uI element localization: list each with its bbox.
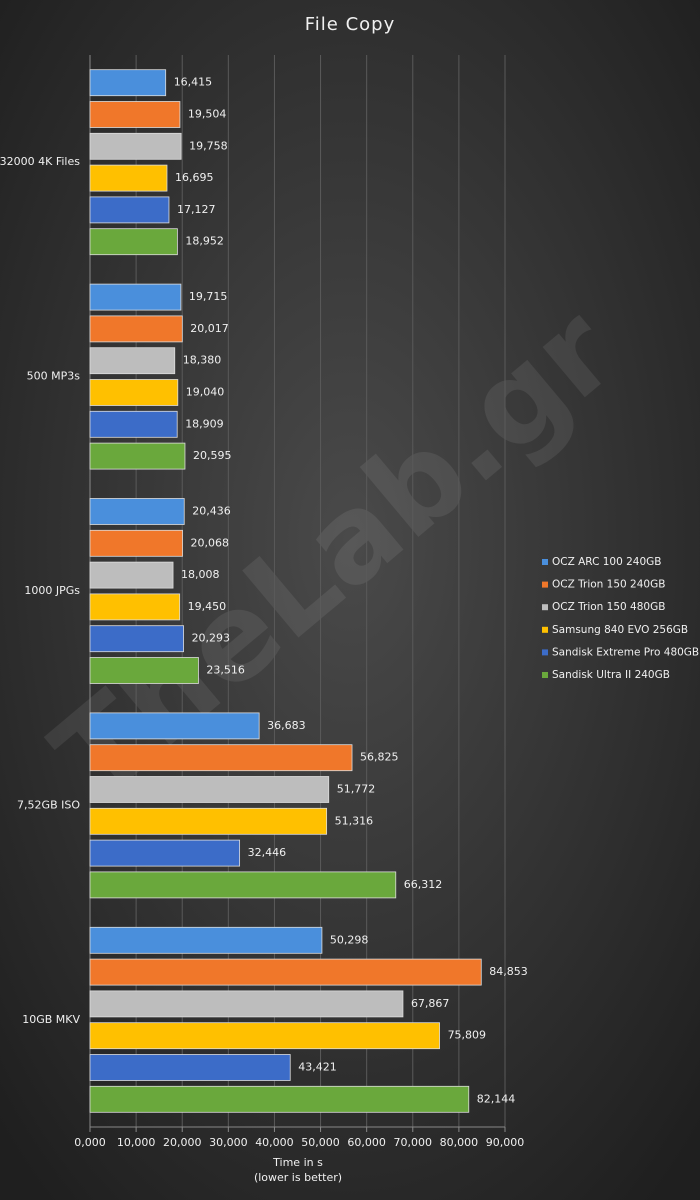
value-label: 51,772: [337, 783, 376, 796]
bar: [89, 498, 185, 525]
legend-swatch: [542, 559, 548, 565]
bar: [89, 744, 353, 772]
bar: [89, 1054, 291, 1081]
x-tick-label: 10,000: [117, 1136, 156, 1149]
value-label: 18,952: [185, 235, 224, 248]
x-tick-label: 20,000: [163, 1136, 202, 1149]
bar: [89, 926, 323, 954]
legend-label: Sandisk Extreme Pro 480GB: [552, 646, 699, 658]
bar: [89, 347, 176, 375]
x-tick-label: 50,000: [301, 1136, 340, 1149]
value-label: 23,516: [206, 664, 245, 677]
value-label: 84,853: [489, 965, 528, 978]
bar: [89, 283, 182, 311]
legend-swatch: [542, 581, 548, 588]
legend-swatch: [542, 672, 548, 678]
bar: [89, 228, 178, 256]
y-tick-label: 1000 JPGs: [24, 584, 80, 597]
bar: [89, 1022, 440, 1050]
value-label: 19,450: [188, 600, 227, 613]
value-label: 82,144: [477, 1092, 516, 1105]
value-label: 66,312: [404, 878, 443, 891]
value-label: 19,504: [188, 108, 227, 121]
legend-label: OCZ Trion 150 480GB: [552, 601, 665, 613]
bar: [89, 625, 184, 653]
value-label: 19,040: [186, 386, 225, 399]
y-tick-label: 32000 4K Files: [0, 155, 80, 168]
value-label: 20,293: [192, 632, 231, 645]
value-label: 67,867: [411, 997, 450, 1010]
value-label: 43,421: [298, 1061, 337, 1074]
bar: [89, 164, 168, 192]
bar: [89, 529, 183, 557]
x-tick-label: 30,000: [209, 1136, 248, 1149]
value-label: 17,127: [177, 203, 216, 216]
bar: [89, 712, 260, 740]
legend-label: OCZ Trion 150 240GB: [552, 579, 665, 591]
value-label: 20,068: [191, 536, 230, 549]
value-label: 18,909: [185, 417, 224, 430]
bar: [89, 101, 181, 128]
bar: [89, 776, 330, 803]
legend-swatch: [542, 604, 548, 611]
value-label: 36,683: [267, 719, 306, 732]
bar: [89, 593, 181, 621]
bar: [89, 315, 183, 343]
legend-label: Sandisk Ultra II 240GB: [552, 669, 670, 681]
bar: [89, 379, 179, 406]
legend-label: Samsung 840 EVO 256GB: [552, 624, 688, 636]
bar: [89, 807, 328, 835]
chart-title: File Copy: [305, 14, 396, 35]
x-tick-label: 60,000: [347, 1136, 386, 1149]
value-label: 20,436: [192, 505, 231, 518]
bar: [89, 561, 174, 589]
bar: [89, 69, 167, 97]
value-label: 56,825: [360, 751, 399, 764]
y-tick-label: 500 MP3s: [27, 370, 81, 383]
value-label: 50,298: [330, 933, 369, 946]
x-axis-title: (lower is better): [254, 1171, 342, 1184]
value-label: 19,715: [189, 290, 228, 303]
x-axis-title: Time in s: [272, 1156, 323, 1169]
value-label: 20,595: [193, 449, 232, 462]
legend-swatch: [542, 626, 548, 633]
y-tick-label: 10GB MKV: [22, 1013, 80, 1026]
bar: [89, 958, 482, 986]
bar: [89, 132, 182, 160]
value-label: 16,415: [174, 76, 213, 89]
bar: [89, 990, 404, 1018]
value-label: 20,017: [190, 322, 229, 335]
bar: [89, 871, 397, 899]
value-label: 18,380: [183, 354, 222, 367]
value-label: 75,809: [448, 1029, 487, 1042]
value-label: 16,695: [175, 171, 214, 184]
x-tick-label: 40,000: [255, 1136, 294, 1149]
value-label: 51,316: [335, 814, 374, 827]
legend-label: OCZ ARC 100 240GB: [552, 556, 662, 568]
bar: [89, 410, 178, 438]
legend-swatch: [542, 649, 548, 656]
bar: [89, 196, 170, 224]
y-tick-label: 7,52GB ISO: [17, 798, 80, 811]
x-tick-label: 0,000: [74, 1136, 106, 1149]
value-label: 32,446: [248, 846, 287, 859]
x-tick-label: 90,000: [486, 1136, 525, 1149]
bar: [89, 657, 199, 684]
x-tick-label: 70,000: [394, 1136, 433, 1149]
value-label: 19,758: [189, 139, 228, 152]
x-tick-label: 80,000: [440, 1136, 479, 1149]
bar: [89, 839, 241, 867]
bar: [89, 1085, 470, 1113]
value-label: 18,008: [181, 568, 220, 581]
bar: [89, 442, 186, 470]
